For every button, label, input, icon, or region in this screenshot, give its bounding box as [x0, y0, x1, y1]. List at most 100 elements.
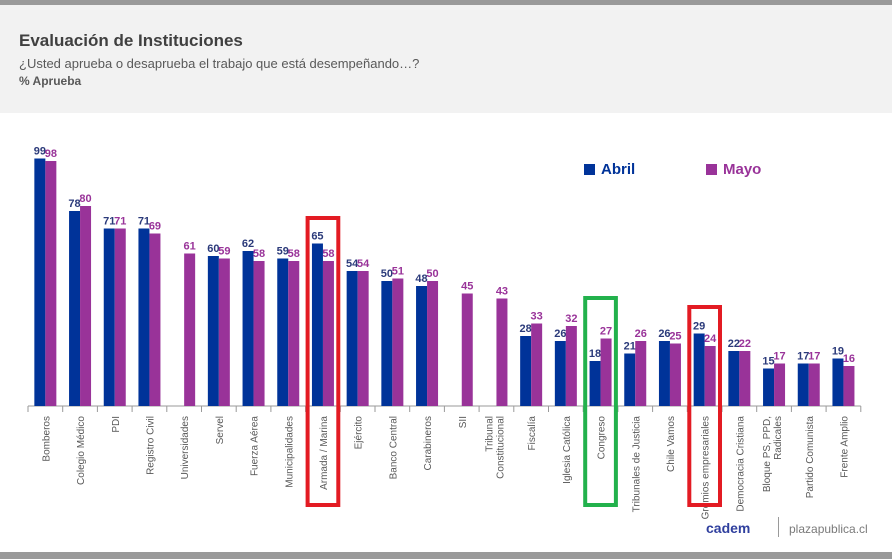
bar-abril: [242, 251, 254, 406]
data-label-mayo: 98: [45, 148, 57, 160]
bar-abril: [416, 286, 428, 406]
data-label-abril: 54: [346, 258, 359, 270]
bar-abril: [832, 358, 844, 406]
bar-abril: [554, 341, 566, 406]
data-label-mayo: 80: [79, 193, 91, 205]
bar-mayo: [739, 351, 751, 406]
bar-abril: [797, 363, 809, 406]
bar-abril: [763, 368, 775, 406]
bar-mayo: [774, 363, 786, 406]
bar-mayo: [669, 343, 681, 406]
bar-mayo: [635, 341, 647, 406]
data-label-abril: 78: [68, 198, 80, 210]
bar-mayo: [427, 281, 439, 406]
bottom-border: [0, 552, 892, 559]
category-label: Congreso: [597, 416, 608, 460]
category-label: TribunalConstitucional: [484, 416, 506, 479]
bar-mayo: [80, 206, 92, 406]
bar-mayo: [496, 298, 508, 406]
data-label-mayo: 51: [392, 266, 404, 278]
bar-mayo: [149, 233, 161, 406]
bar-mayo: [808, 363, 820, 406]
bar-abril: [658, 341, 670, 406]
bar-abril: [381, 281, 393, 406]
category-label: Bomberos: [41, 416, 52, 462]
data-label-mayo: 25: [669, 331, 681, 343]
highlight-box-red: [305, 216, 341, 507]
data-label-mayo: 33: [531, 311, 543, 323]
data-label-mayo: 50: [426, 268, 438, 280]
bar-mayo: [565, 326, 577, 406]
data-label-abril: 65: [311, 231, 323, 243]
bar-abril: [589, 361, 601, 406]
bar-abril: [624, 353, 636, 406]
data-label-mayo: 24: [704, 333, 717, 345]
data-label-abril: 60: [207, 243, 219, 255]
category-label: Iglesia Católica: [562, 416, 573, 484]
data-label-mayo: 17: [808, 351, 820, 363]
bar-mayo: [322, 261, 334, 406]
data-label-abril: 62: [242, 238, 254, 250]
bar-mayo: [184, 253, 196, 406]
data-label-abril: 17: [797, 351, 809, 363]
category-label: PDI: [111, 416, 122, 433]
data-label-mayo: 59: [218, 246, 230, 258]
bar-abril: [34, 158, 46, 406]
data-label-mayo: 69: [149, 221, 161, 233]
category-label: Tribunales de Justicia: [631, 416, 642, 513]
data-label-abril: 15: [762, 356, 774, 368]
bar-abril: [311, 243, 323, 406]
data-label-mayo: 27: [600, 326, 612, 338]
bar-abril: [138, 228, 150, 406]
bar-abril: [728, 351, 740, 406]
data-label-mayo: 58: [253, 248, 265, 260]
data-label-abril: 99: [34, 146, 46, 158]
category-label: Banco Central: [388, 416, 399, 479]
legend-mayo-swatch: [706, 164, 717, 175]
data-label-abril: 71: [103, 216, 115, 228]
category-label: Carabineros: [423, 416, 434, 470]
top-border: [0, 0, 892, 5]
category-label: Gremios empresariales: [701, 416, 712, 519]
data-label-abril: 71: [138, 216, 150, 228]
bar-mayo: [704, 346, 716, 406]
chart-title: Evaluación de Instituciones: [19, 31, 243, 50]
footer-divider: [778, 517, 779, 537]
category-label: Democracia Cristiana: [735, 416, 746, 512]
bar-mayo: [392, 278, 404, 406]
bar-mayo: [357, 271, 369, 406]
bar-abril: [69, 211, 81, 406]
category-label: Fiscalía: [527, 416, 538, 451]
category-label: Universidades: [180, 416, 191, 479]
legend-mayo-label: Mayo: [723, 161, 762, 178]
bar-mayo: [288, 261, 300, 406]
category-label: Fuerza Aérea: [250, 416, 261, 476]
legend-mayo: Mayo: [706, 161, 761, 178]
data-label-mayo: 61: [184, 241, 196, 253]
category-label: Bloque PS, PPD,Radicales: [762, 416, 784, 492]
data-label-mayo: 43: [496, 286, 508, 298]
data-label-mayo: 32: [565, 313, 577, 325]
data-label-abril: 22: [728, 338, 740, 350]
chart-header: Evaluación de Instituciones ¿Usted aprue…: [0, 5, 892, 113]
highlight-box-red: [687, 305, 722, 507]
category-label: Frente Amplio: [839, 416, 850, 478]
category-label: Ejército: [354, 416, 365, 450]
legend-abril-label: Abril: [601, 161, 636, 178]
data-label-abril: 29: [693, 321, 705, 333]
bar-abril: [520, 336, 532, 406]
data-label-abril: 26: [554, 328, 566, 340]
category-label: Armada / Marina: [319, 416, 330, 490]
category-label: Colegio Médico: [76, 416, 87, 485]
data-label-mayo: 45: [461, 281, 473, 293]
data-label-abril: 59: [277, 246, 289, 258]
data-label-mayo: 58: [288, 248, 300, 260]
data-label-abril: 28: [520, 323, 532, 335]
data-label-abril: 50: [381, 268, 393, 280]
bar-abril: [346, 271, 358, 406]
data-label-mayo: 22: [739, 338, 751, 350]
bar-mayo: [253, 261, 265, 406]
data-label-abril: 19: [832, 346, 844, 358]
legend-abril: Abril: [584, 161, 635, 178]
